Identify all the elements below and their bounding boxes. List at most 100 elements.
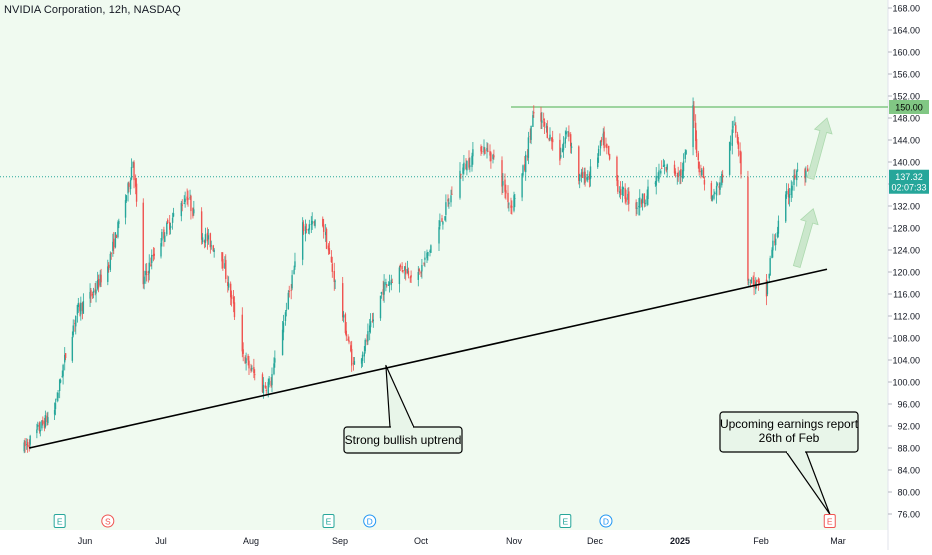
- x-tick-label: Jun: [78, 536, 93, 546]
- candle-body: [543, 121, 546, 126]
- candle-body: [401, 265, 403, 270]
- candle-body: [732, 126, 734, 128]
- candle-body: [76, 304, 79, 315]
- candle-body: [229, 283, 232, 298]
- candle-body: [187, 198, 189, 200]
- candle-body: [288, 291, 290, 293]
- candle-body: [108, 264, 110, 268]
- candle-body: [180, 202, 183, 217]
- candle-body: [132, 161, 134, 168]
- candle-body: [265, 389, 267, 391]
- marker-letter: D: [603, 517, 609, 527]
- candle-body: [622, 187, 625, 190]
- candle-body: [61, 376, 63, 377]
- candle-body: [331, 263, 333, 272]
- candle-body: [334, 280, 336, 282]
- candle-body: [716, 183, 719, 185]
- candle-body: [421, 265, 423, 272]
- candle-body: [92, 290, 95, 293]
- candle-body: [371, 320, 374, 322]
- candle-body: [130, 167, 133, 180]
- annotation-uptrend: Strong bullish uptrend: [343, 364, 463, 454]
- candle-body: [80, 302, 82, 315]
- candle-body: [23, 442, 25, 452]
- candle-body: [680, 168, 682, 176]
- candle-body: [684, 152, 686, 159]
- candle-body: [791, 185, 793, 191]
- candle-body: [448, 202, 450, 205]
- candle-body: [24, 440, 26, 446]
- candle-body: [225, 259, 227, 279]
- candle-body: [736, 134, 739, 143]
- candle-body: [640, 199, 643, 205]
- candle-body: [366, 339, 368, 342]
- candle-body: [163, 229, 165, 239]
- candle-body: [657, 177, 659, 179]
- candle-body: [513, 195, 515, 211]
- candle-body: [529, 136, 531, 138]
- candle-body: [695, 138, 698, 154]
- candle-body: [307, 229, 310, 231]
- candle-body: [430, 245, 432, 253]
- candle-body: [124, 200, 127, 218]
- candle-body: [522, 165, 524, 176]
- candle-body: [313, 221, 315, 224]
- candle-body: [201, 237, 204, 243]
- candle-body: [390, 279, 392, 285]
- candle-body: [369, 321, 372, 328]
- candle-body: [100, 274, 102, 283]
- candle-body: [570, 146, 573, 148]
- event-marker-earnings: E: [322, 514, 335, 528]
- candle-body: [617, 179, 619, 192]
- candle-body: [471, 155, 473, 168]
- candle-body: [172, 213, 175, 217]
- candle-body: [333, 271, 335, 283]
- candle-body: [42, 420, 44, 424]
- candle-body: [567, 131, 569, 133]
- candle-body: [459, 170, 461, 198]
- candle-body: [151, 254, 153, 264]
- candle-body: [748, 281, 750, 283]
- candle-body: [599, 140, 602, 149]
- candle-body: [264, 385, 267, 388]
- y-tick-label: 92.00: [897, 422, 920, 432]
- candle-body: [47, 417, 49, 424]
- candle-body: [658, 170, 660, 180]
- candle-body: [543, 118, 545, 120]
- candle-body: [747, 176, 749, 281]
- candle-body: [568, 132, 570, 137]
- candle-body: [363, 352, 365, 357]
- candle-body: [662, 165, 665, 167]
- candle-body: [385, 282, 387, 286]
- candle-body: [661, 167, 663, 169]
- candle-body: [57, 392, 59, 398]
- candle-body: [160, 243, 162, 257]
- candle-body: [460, 174, 462, 175]
- candle-body: [404, 266, 406, 271]
- candle-body: [701, 169, 703, 176]
- candle-body: [788, 194, 791, 198]
- candle-body: [386, 284, 388, 286]
- candle-body: [472, 149, 474, 157]
- candle-body: [794, 174, 796, 179]
- event-marker-earnings: E: [559, 514, 572, 528]
- candle-body: [647, 186, 649, 199]
- candle-body: [77, 302, 79, 307]
- candle-body: [483, 146, 485, 153]
- candle-body: [441, 218, 443, 222]
- y-tick-label: 160.00: [892, 48, 920, 58]
- candle-body: [562, 142, 565, 151]
- candle-body: [26, 442, 29, 447]
- candle-body: [514, 198, 516, 199]
- candle-body: [28, 445, 30, 448]
- candle-body: [153, 253, 155, 256]
- candle-body: [161, 231, 163, 241]
- candle-body: [46, 415, 48, 422]
- candle-body: [674, 171, 677, 174]
- candle-body: [353, 361, 356, 365]
- y-tick-label: 156.00: [892, 70, 920, 80]
- candle-body: [480, 146, 482, 152]
- candle-body: [694, 122, 697, 141]
- candle-body: [230, 294, 233, 299]
